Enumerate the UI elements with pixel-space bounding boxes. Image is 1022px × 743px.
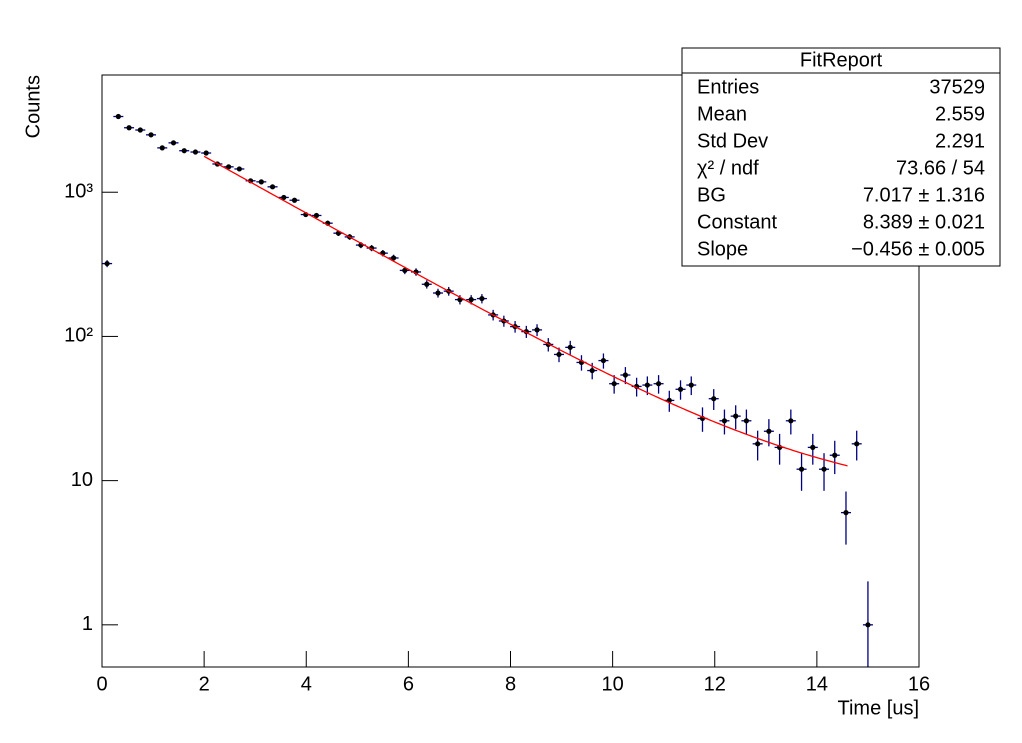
data-point (755, 441, 761, 447)
x-axis-label: Time [us] (838, 697, 920, 719)
stats-value: 2.559 (935, 103, 985, 125)
stats-frame (681, 47, 1001, 267)
data-point (611, 381, 617, 387)
data-point (810, 444, 816, 450)
x-tick-label: 2 (199, 673, 210, 695)
x-tick-label: 16 (908, 673, 930, 695)
data-point (313, 212, 320, 219)
data-point (721, 418, 728, 424)
data-point (148, 132, 154, 138)
x-tick-label: 10 (602, 673, 624, 695)
stats-label: Entries (697, 76, 759, 98)
y-tick-label: 10 (71, 469, 93, 491)
stats-label: χ² / ndf (697, 157, 759, 179)
data-point (269, 184, 276, 190)
data-point (854, 441, 860, 447)
stats-label: Slope (697, 238, 748, 260)
data-point (677, 386, 684, 392)
data-point (644, 382, 650, 388)
data-point (556, 351, 562, 358)
data-point (468, 297, 474, 303)
data-point (865, 622, 871, 628)
data-point (733, 413, 739, 419)
stats-label: Constant (697, 211, 777, 233)
data-point (115, 113, 121, 120)
fit-curve (203, 155, 848, 467)
data-point (281, 194, 287, 201)
data-point (390, 255, 397, 261)
data-point (236, 166, 242, 172)
data-point (258, 179, 264, 185)
x-tick-label: 12 (704, 673, 726, 695)
stats-value: 8.389 ± 0.021 (863, 211, 985, 233)
data-point (788, 418, 794, 424)
stats-title: FitReport (800, 49, 883, 71)
stats-label: Std Dev (697, 130, 768, 152)
data-point (226, 164, 232, 170)
stats-value: 2.291 (935, 130, 985, 152)
data-point (435, 290, 441, 296)
data-point (743, 418, 750, 424)
data-point (291, 197, 298, 203)
stats-label: Mean (697, 103, 747, 125)
data-point (203, 150, 209, 156)
data-point (534, 327, 540, 333)
data-point (402, 267, 408, 273)
x-tick-label: 4 (301, 673, 312, 695)
data-point (567, 344, 573, 350)
y-tick-label: 1 (82, 613, 93, 635)
data-point (711, 396, 717, 402)
data-point (479, 295, 485, 302)
data-point (843, 510, 849, 516)
stats-value: 73.66 / 54 (896, 157, 985, 179)
data-point (688, 382, 694, 388)
data-point (424, 281, 430, 287)
x-tick-label: 0 (96, 673, 107, 695)
data-point (126, 125, 132, 131)
x-tick-label: 6 (403, 673, 414, 695)
x-tick-label: 8 (505, 673, 516, 695)
stats-label: BG (697, 184, 726, 206)
data-point (655, 381, 662, 387)
data-point (766, 428, 772, 434)
data-point (622, 372, 628, 378)
data-point (600, 357, 607, 364)
stats-box: FitReport Entries 37529 Mean 2.559 Std Dev 2.… (681, 47, 1001, 267)
data-point (832, 452, 838, 458)
axes: 0 2 4 6 8 10 12 14 16 1 10 10² 10³ (64, 181, 930, 696)
y-axis-label: Counts (22, 75, 44, 138)
stats-value: 37529 (929, 76, 985, 98)
data-point (104, 260, 110, 267)
data-point (181, 148, 187, 154)
y-tick-label: 10³ (64, 181, 93, 203)
data-point (798, 466, 805, 472)
data-point (170, 140, 177, 146)
stats-value: 7.017 ± 1.316 (863, 184, 985, 206)
data-point (159, 145, 165, 151)
stats-value: −0.456 ± 0.005 (851, 238, 985, 260)
data-point (192, 149, 199, 155)
x-tick-label: 14 (806, 673, 828, 695)
data-point (589, 367, 595, 374)
data-point (821, 466, 827, 472)
plot-area (102, 113, 873, 667)
y-tick-label: 10² (64, 325, 93, 347)
data-point (137, 127, 143, 133)
